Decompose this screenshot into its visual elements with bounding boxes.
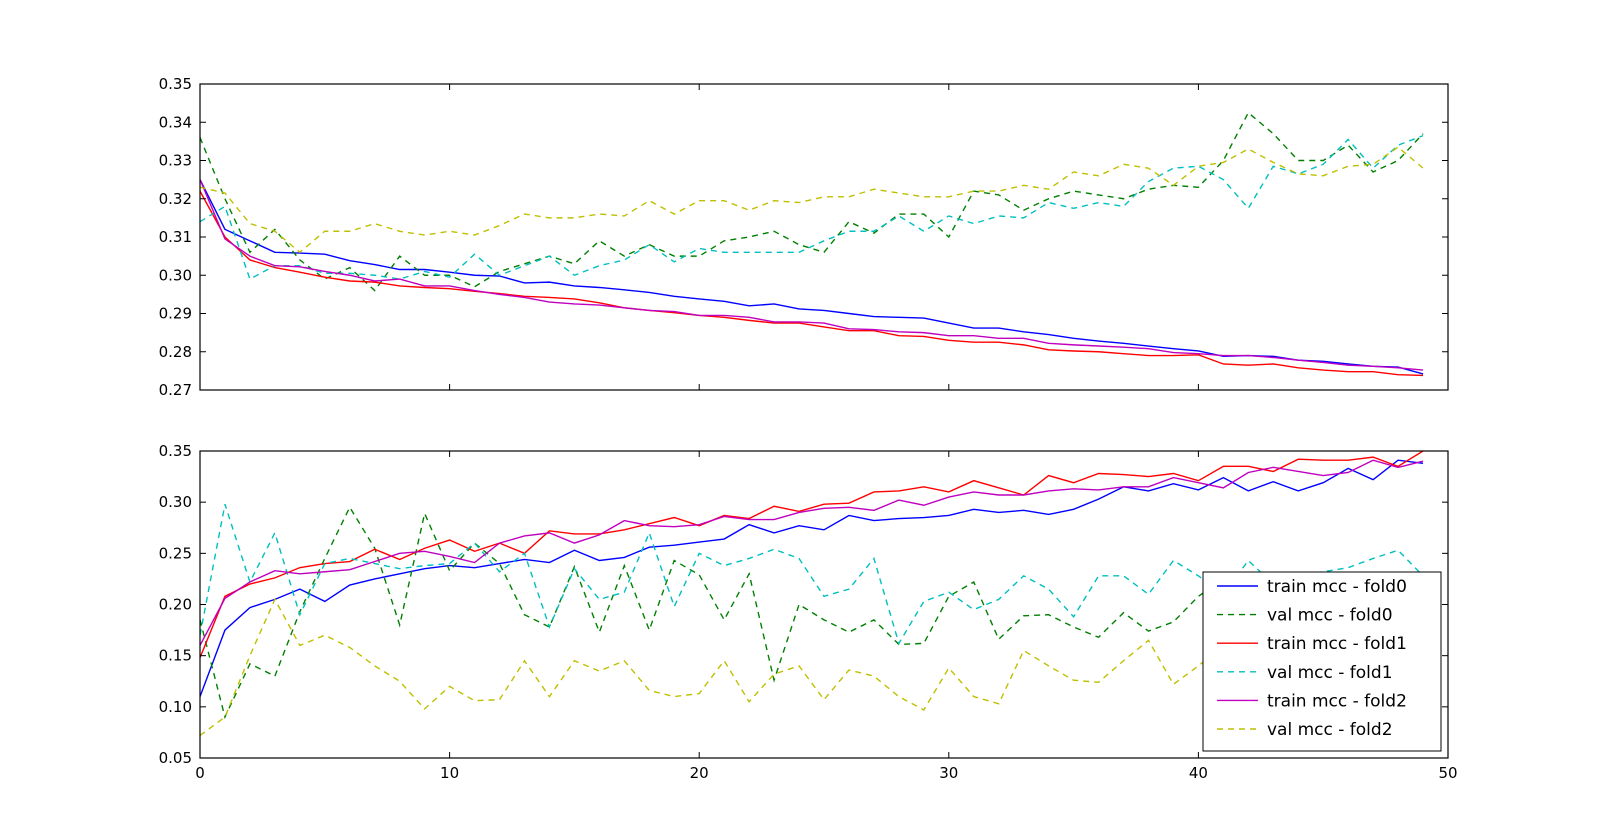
x-tick-label: 30 — [939, 764, 958, 782]
legend-label: val mcc - fold0 — [1267, 606, 1393, 626]
x-tick-label: 40 — [1189, 764, 1208, 782]
y-tick-label: 0.05 — [159, 749, 192, 767]
series-line-1 — [200, 459, 1424, 697]
y-tick-label: 0.30 — [159, 266, 192, 284]
y-tick-label: 0.10 — [159, 698, 192, 716]
y-tick-label: 0.34 — [159, 113, 192, 131]
x-tick-label: 50 — [1438, 764, 1457, 782]
x-tick-label: 10 — [440, 764, 459, 782]
y-tick-label: 0.31 — [159, 228, 192, 246]
series-line-5 — [200, 179, 1424, 371]
x-tick-label: 0 — [195, 764, 205, 782]
legend-label: val mcc - fold2 — [1267, 720, 1393, 740]
y-tick-label: 0.35 — [159, 75, 192, 93]
y-tick-label: 0.28 — [159, 343, 192, 361]
legend-label: train mcc - fold1 — [1267, 634, 1407, 654]
axes-frame — [199, 83, 1449, 391]
series-line-4 — [200, 503, 1424, 646]
chart-2: 0.05 0.10 0.15 0.20 0.25 0.30 0.35 0 10 20 30 40 50 t… — [159, 442, 1458, 782]
y-tick-label: 0.29 — [159, 305, 192, 323]
legend-label: train mcc - fold2 — [1267, 691, 1407, 711]
y-tick-label: 0.35 — [159, 442, 192, 460]
y-tick-label: 0.25 — [159, 544, 192, 562]
y-tick-label: 0.15 — [159, 647, 192, 665]
plot-area — [200, 111, 1424, 377]
series-line-5 — [200, 459, 1424, 646]
series-line-3 — [200, 190, 1424, 377]
series-line-4 — [200, 134, 1424, 281]
y-tick-label: 0.30 — [159, 493, 192, 511]
series-line-2 — [200, 111, 1424, 292]
x-tick-label: 20 — [690, 764, 709, 782]
legend-label: val mcc - fold1 — [1267, 663, 1393, 683]
y-tick-label: 0.33 — [159, 152, 192, 170]
y-tick-label: 0.32 — [159, 190, 192, 208]
y-tick-label: 0.20 — [159, 596, 192, 614]
chart-1: 0.27 0.28 0.29 0.30 0.31 0.32 0.33 0.34 0.35 — [159, 75, 1449, 399]
series-line-3 — [200, 451, 1424, 658]
legend-label: train mcc - fold0 — [1267, 577, 1407, 597]
series-line-6 — [200, 146, 1424, 254]
legend-box — [1202, 571, 1442, 752]
y-tick-label: 0.27 — [159, 381, 192, 399]
